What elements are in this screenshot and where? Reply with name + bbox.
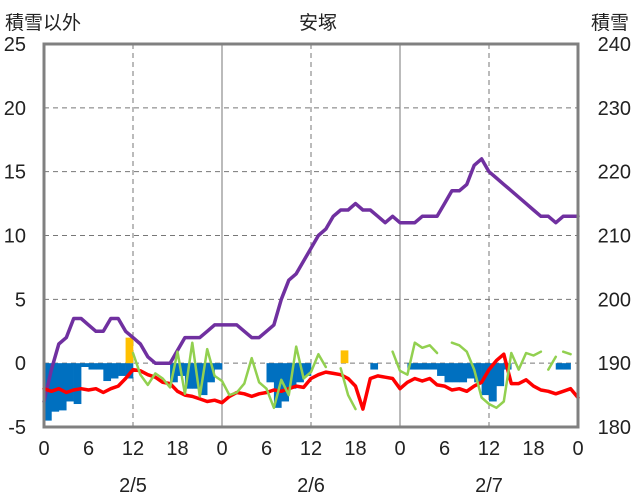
bar xyxy=(118,363,126,376)
bar xyxy=(103,363,112,382)
left-tick-label: 5 xyxy=(15,289,26,311)
x-tick-label: 0 xyxy=(216,438,227,460)
bar xyxy=(51,363,60,412)
x-tick-label: 12 xyxy=(122,438,144,460)
green-series-line xyxy=(561,350,572,356)
bar xyxy=(407,363,416,370)
left-tick-label: 20 xyxy=(4,98,26,120)
bar xyxy=(95,363,104,370)
green-series-line xyxy=(450,341,543,410)
right-tick-label: 210 xyxy=(598,226,631,248)
bar xyxy=(555,363,564,370)
x-tick-label: 12 xyxy=(300,438,322,460)
bar xyxy=(422,363,430,370)
bar xyxy=(303,363,312,376)
bar xyxy=(266,363,275,383)
left-tick-label: 0 xyxy=(15,353,26,375)
bar xyxy=(466,363,475,379)
green-series-line xyxy=(131,341,328,410)
plot-frame xyxy=(42,42,580,429)
right-tick-label: 240 xyxy=(598,34,631,56)
bar xyxy=(563,363,571,370)
x-tick-label: 0 xyxy=(394,438,405,460)
bar xyxy=(414,363,423,370)
date-label: 2/6 xyxy=(297,475,325,497)
right-tick-label: 200 xyxy=(598,289,631,311)
x-tick-label: 18 xyxy=(522,438,544,460)
bar xyxy=(207,363,215,383)
bar xyxy=(437,363,445,376)
bar xyxy=(125,363,134,379)
x-tick-label: 0 xyxy=(572,438,583,460)
bar xyxy=(81,363,89,367)
line-series xyxy=(42,157,580,411)
right-tick-label: 180 xyxy=(598,417,631,439)
left-tick-label: 25 xyxy=(4,34,26,56)
bar xyxy=(273,363,282,408)
x-tick-label: 6 xyxy=(83,438,94,460)
x-tick-label: 18 xyxy=(344,438,366,460)
bar xyxy=(73,363,82,405)
x-tick-label: 6 xyxy=(439,438,450,460)
green-series-line xyxy=(391,341,439,376)
temperature-line xyxy=(42,352,580,411)
bar xyxy=(296,363,304,383)
left-tick-label: 10 xyxy=(4,226,26,248)
right-tick-label: 230 xyxy=(598,98,631,120)
left-tick-label: -5 xyxy=(8,417,26,439)
x-tick-label: 0 xyxy=(38,438,49,460)
bar xyxy=(451,363,460,383)
bar xyxy=(459,363,468,383)
green-series-line xyxy=(339,367,357,411)
bar xyxy=(370,363,379,370)
bar xyxy=(66,363,74,402)
bar xyxy=(281,363,290,402)
bar xyxy=(184,363,193,389)
bar xyxy=(110,363,119,379)
bar xyxy=(340,350,349,364)
bar xyxy=(444,363,453,383)
date-label: 2/7 xyxy=(475,475,503,497)
right-tick-label: 190 xyxy=(598,353,631,375)
right-tick-label: 220 xyxy=(598,162,631,184)
date-label: 2/5 xyxy=(119,475,147,497)
snow-depth-line xyxy=(42,157,580,404)
left-tick-label: 15 xyxy=(4,162,26,184)
x-tick-label: 12 xyxy=(478,438,500,460)
left-axis-title: 積雪以外 xyxy=(5,12,81,34)
bar xyxy=(58,363,67,411)
bar xyxy=(429,363,438,370)
bar xyxy=(474,363,482,383)
bar xyxy=(489,363,497,402)
x-tick-label: 6 xyxy=(261,438,272,460)
bar xyxy=(88,363,97,370)
bar xyxy=(496,363,505,387)
chart-title: 安塚 xyxy=(299,12,337,34)
right-axis-title: 積雪 xyxy=(591,12,629,34)
bar xyxy=(125,337,134,364)
green-series-line xyxy=(547,355,558,371)
x-tick-label: 18 xyxy=(166,438,188,460)
bar xyxy=(214,363,223,370)
